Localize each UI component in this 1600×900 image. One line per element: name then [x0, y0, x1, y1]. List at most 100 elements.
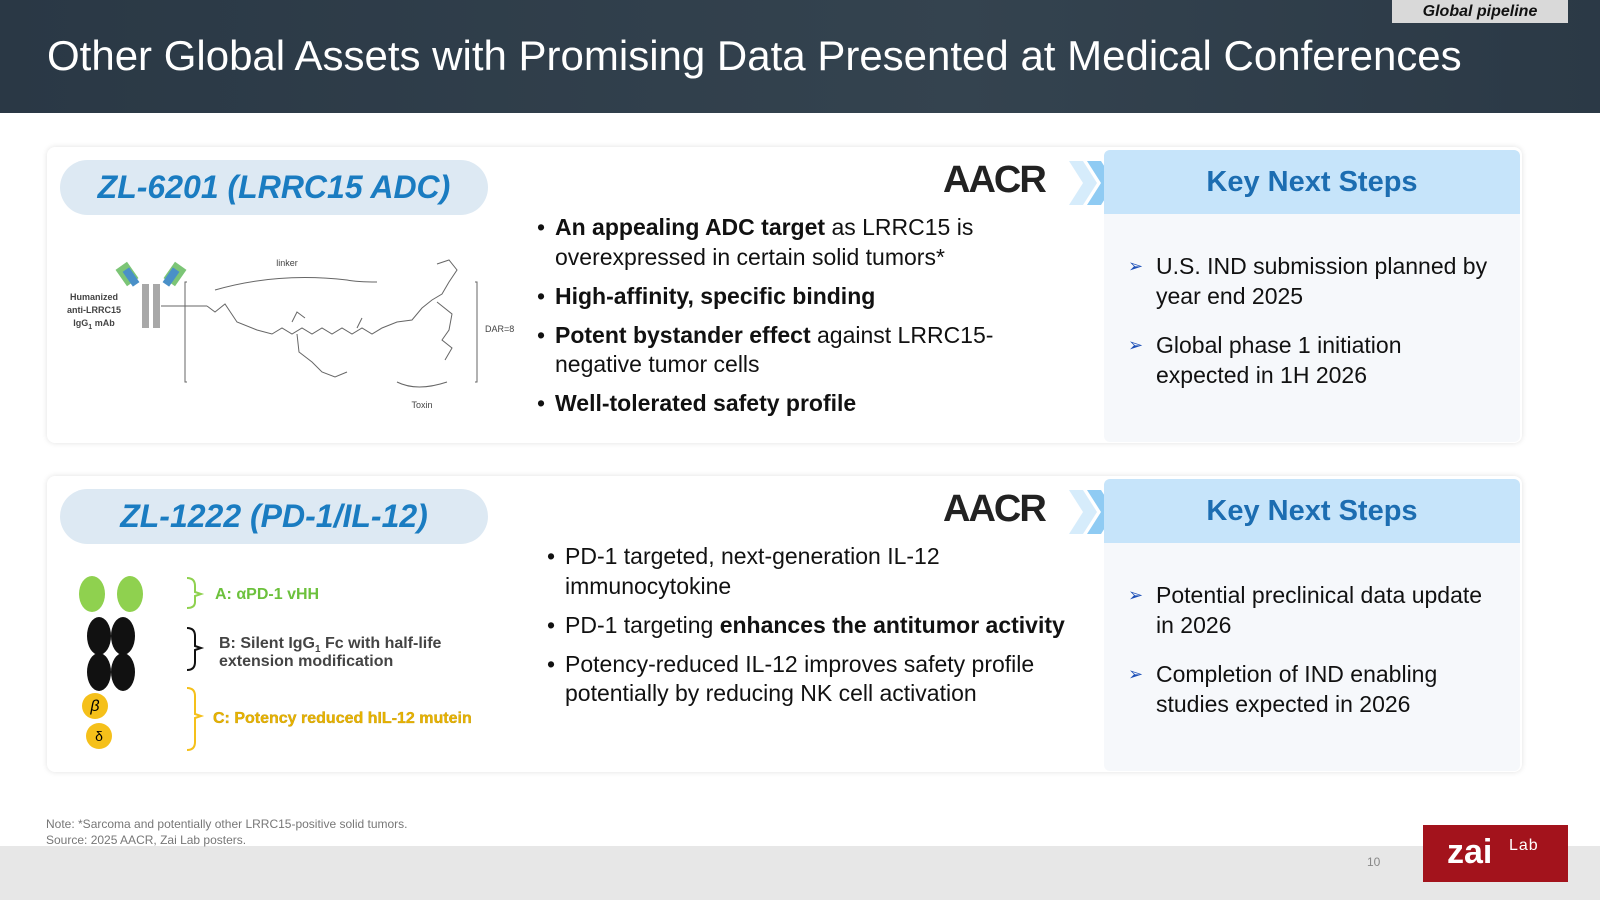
- molecule-drawing: [161, 259, 478, 388]
- bold-run: Well-tolerated safety profile: [555, 390, 857, 416]
- chevron: [1069, 161, 1097, 205]
- bullet-text: PD-1 targeting enhances the antitumor ac…: [565, 611, 1065, 641]
- bullet-text: PD-1 targeted, next-generation IL-12 imm…: [565, 543, 940, 599]
- bullet-text: High-affinity, specific binding: [555, 282, 875, 312]
- bullet: • PD-1 targeting enhances the antitumor a…: [547, 611, 1087, 641]
- bullet-list: • An appealing ADC target as LRRC15 is ov…: [537, 213, 1037, 428]
- bullet-dot: •: [537, 390, 546, 416]
- label-part: B: Silent IgG: [219, 635, 315, 652]
- section-tag: Global pipeline: [1392, 0, 1568, 23]
- antibody-label: anti-LRRC15: [67, 305, 121, 315]
- bullet-text: Potent bystander effect against LRRC15-n…: [555, 321, 1037, 380]
- bullet: • Well-tolerated safety profile: [537, 389, 1037, 419]
- footnote: Note: *Sarcoma and potentially other LRR…: [46, 817, 408, 831]
- antibody-arm: [162, 267, 180, 287]
- bullet-dot: •: [537, 282, 546, 309]
- adc-structure: Humanized anti-LRRC15 IgG1 mAb linker DA…: [67, 258, 514, 410]
- il12-subunit: [86, 723, 112, 749]
- fc-domain: [111, 617, 135, 655]
- next-step: ➢ U.S. IND submission planned by year end…: [1128, 251, 1488, 311]
- bracket: [186, 627, 205, 671]
- fc-domain: [87, 617, 111, 655]
- il12-subunit: [82, 693, 108, 719]
- conference-logo: AACR: [943, 159, 1047, 201]
- dar-label: DAR=8: [485, 324, 514, 334]
- bullet: • PD-1 targeted, next-generation IL-12 im…: [547, 542, 1087, 601]
- source-note: Source: 2025 AACR, Zai Lab posters.: [46, 833, 247, 847]
- next-step: ➢ Potential preclinical data update in 20…: [1128, 580, 1488, 640]
- bold-run: enhances the antitumor activity: [719, 611, 1065, 638]
- next-steps-panel: Key Next Steps ➢ Potential preclinical da…: [1104, 479, 1520, 771]
- bullet-dot: •: [547, 543, 556, 569]
- bullet-dot: •: [547, 611, 556, 638]
- bullet: • An appealing ADC target as LRRC15 is ov…: [537, 213, 1037, 272]
- subunit-symbol: δ: [95, 728, 103, 744]
- asset-name: ZL-1222 (PD-1/IL-12): [60, 489, 488, 544]
- bullet-dot: •: [547, 650, 556, 677]
- bold-run: Potent bystander effect: [555, 321, 811, 348]
- linker-label: linker: [276, 258, 298, 268]
- label-subscript: 1: [88, 324, 92, 331]
- antibody-label: IgG1 mAb: [73, 318, 115, 331]
- next-steps-list: ➢ U.S. IND submission planned by year end…: [1128, 251, 1488, 409]
- bold-run: High-affinity, specific binding: [555, 282, 876, 309]
- bullet: • Potent bystander effect against LRRC15-…: [537, 321, 1037, 380]
- arrow-icon: ➢: [1128, 664, 1144, 684]
- bullet-text: Potency-reduced IL-12 improves safety pr…: [565, 650, 1035, 707]
- step-text: Global phase 1 initiation expected in 1H…: [1156, 332, 1402, 388]
- slide-title: Other Global Assets with Promising Data …: [47, 32, 1462, 79]
- run: PD-1 targeting: [565, 611, 720, 638]
- antibody-chain: [153, 284, 160, 328]
- run: as LRRC15 is overexpressed in certain so…: [555, 214, 974, 270]
- arrow-icon: ➢: [1128, 585, 1144, 605]
- step-text: Completion of IND enabling studies expec…: [1156, 661, 1438, 717]
- conference-logo: AACR: [943, 488, 1047, 530]
- bullet-dot: •: [537, 214, 546, 240]
- footer-bar: [0, 846, 1600, 900]
- bold-run: An appealing ADC target: [555, 214, 826, 240]
- domain-label: C: Potency reduced hIL-12 mutein: [213, 710, 472, 727]
- bullet-list: • PD-1 targeted, next-generation IL-12 im…: [547, 542, 1087, 718]
- step-text: Potential preclinical data update in 202…: [1156, 582, 1483, 638]
- domain-label: B: Silent IgG1 Fc with half-life: [219, 635, 442, 655]
- next-steps-title: Key Next Steps: [1104, 150, 1520, 214]
- next-step: ➢ Completion of IND enabling studies expe…: [1128, 659, 1488, 719]
- logo-text: zai: [1447, 833, 1493, 871]
- chevron: [1069, 490, 1097, 534]
- header-bar: [0, 0, 1600, 113]
- antibody-arm: [122, 267, 140, 287]
- antibody-chain: [142, 284, 149, 328]
- bullet-dot: •: [537, 321, 546, 348]
- label-subscript: 1: [315, 644, 321, 655]
- toxin-label: Toxin: [411, 400, 432, 410]
- asset-name: ZL-6201 (LRRC15 ADC): [60, 160, 488, 215]
- run: against LRRC15-negative tumor cells: [555, 321, 994, 378]
- bracket: [186, 577, 205, 609]
- arrow-icon: ➢: [1128, 335, 1144, 355]
- fc-domain: [87, 653, 111, 691]
- domain-label: A: αPD-1 vHH: [215, 586, 319, 603]
- fc-domain: [111, 653, 135, 691]
- company-logo: zai Lab: [1423, 825, 1568, 882]
- asset-card: ZL-6201 (LRRC15 ADC) AACR Humanized anti…: [47, 147, 1522, 443]
- vhh-domain: [79, 576, 105, 612]
- label-part: Fc with half-life: [321, 635, 442, 652]
- bracket: [186, 687, 205, 751]
- bullet: • Potency-reduced IL-12 improves safety p…: [547, 650, 1087, 709]
- asset-card: ZL-1222 (PD-1/IL-12) AACR β δ A: αPD-1 v…: [47, 476, 1522, 772]
- label-part: mAb: [92, 318, 115, 328]
- page-number: 10: [1367, 855, 1381, 869]
- next-step: ➢ Global phase 1 initiation expected in 1…: [1128, 330, 1488, 390]
- next-steps-list: ➢ Potential preclinical data update in 20…: [1128, 580, 1488, 738]
- step-text: U.S. IND submission planned by year end …: [1156, 253, 1488, 309]
- bullet: • High-affinity, specific binding: [537, 282, 1037, 312]
- antibody-label: Humanized: [70, 292, 118, 302]
- next-steps-title: Key Next Steps: [1104, 479, 1520, 543]
- arrow-icon: ➢: [1128, 256, 1144, 276]
- logo-subtext: Lab: [1509, 837, 1539, 854]
- label-part: IgG: [73, 318, 88, 328]
- subunit-symbol: β: [89, 698, 99, 715]
- next-steps-panel: Key Next Steps ➢ U.S. IND submission plan…: [1104, 150, 1520, 442]
- vhh-domain: [117, 576, 143, 612]
